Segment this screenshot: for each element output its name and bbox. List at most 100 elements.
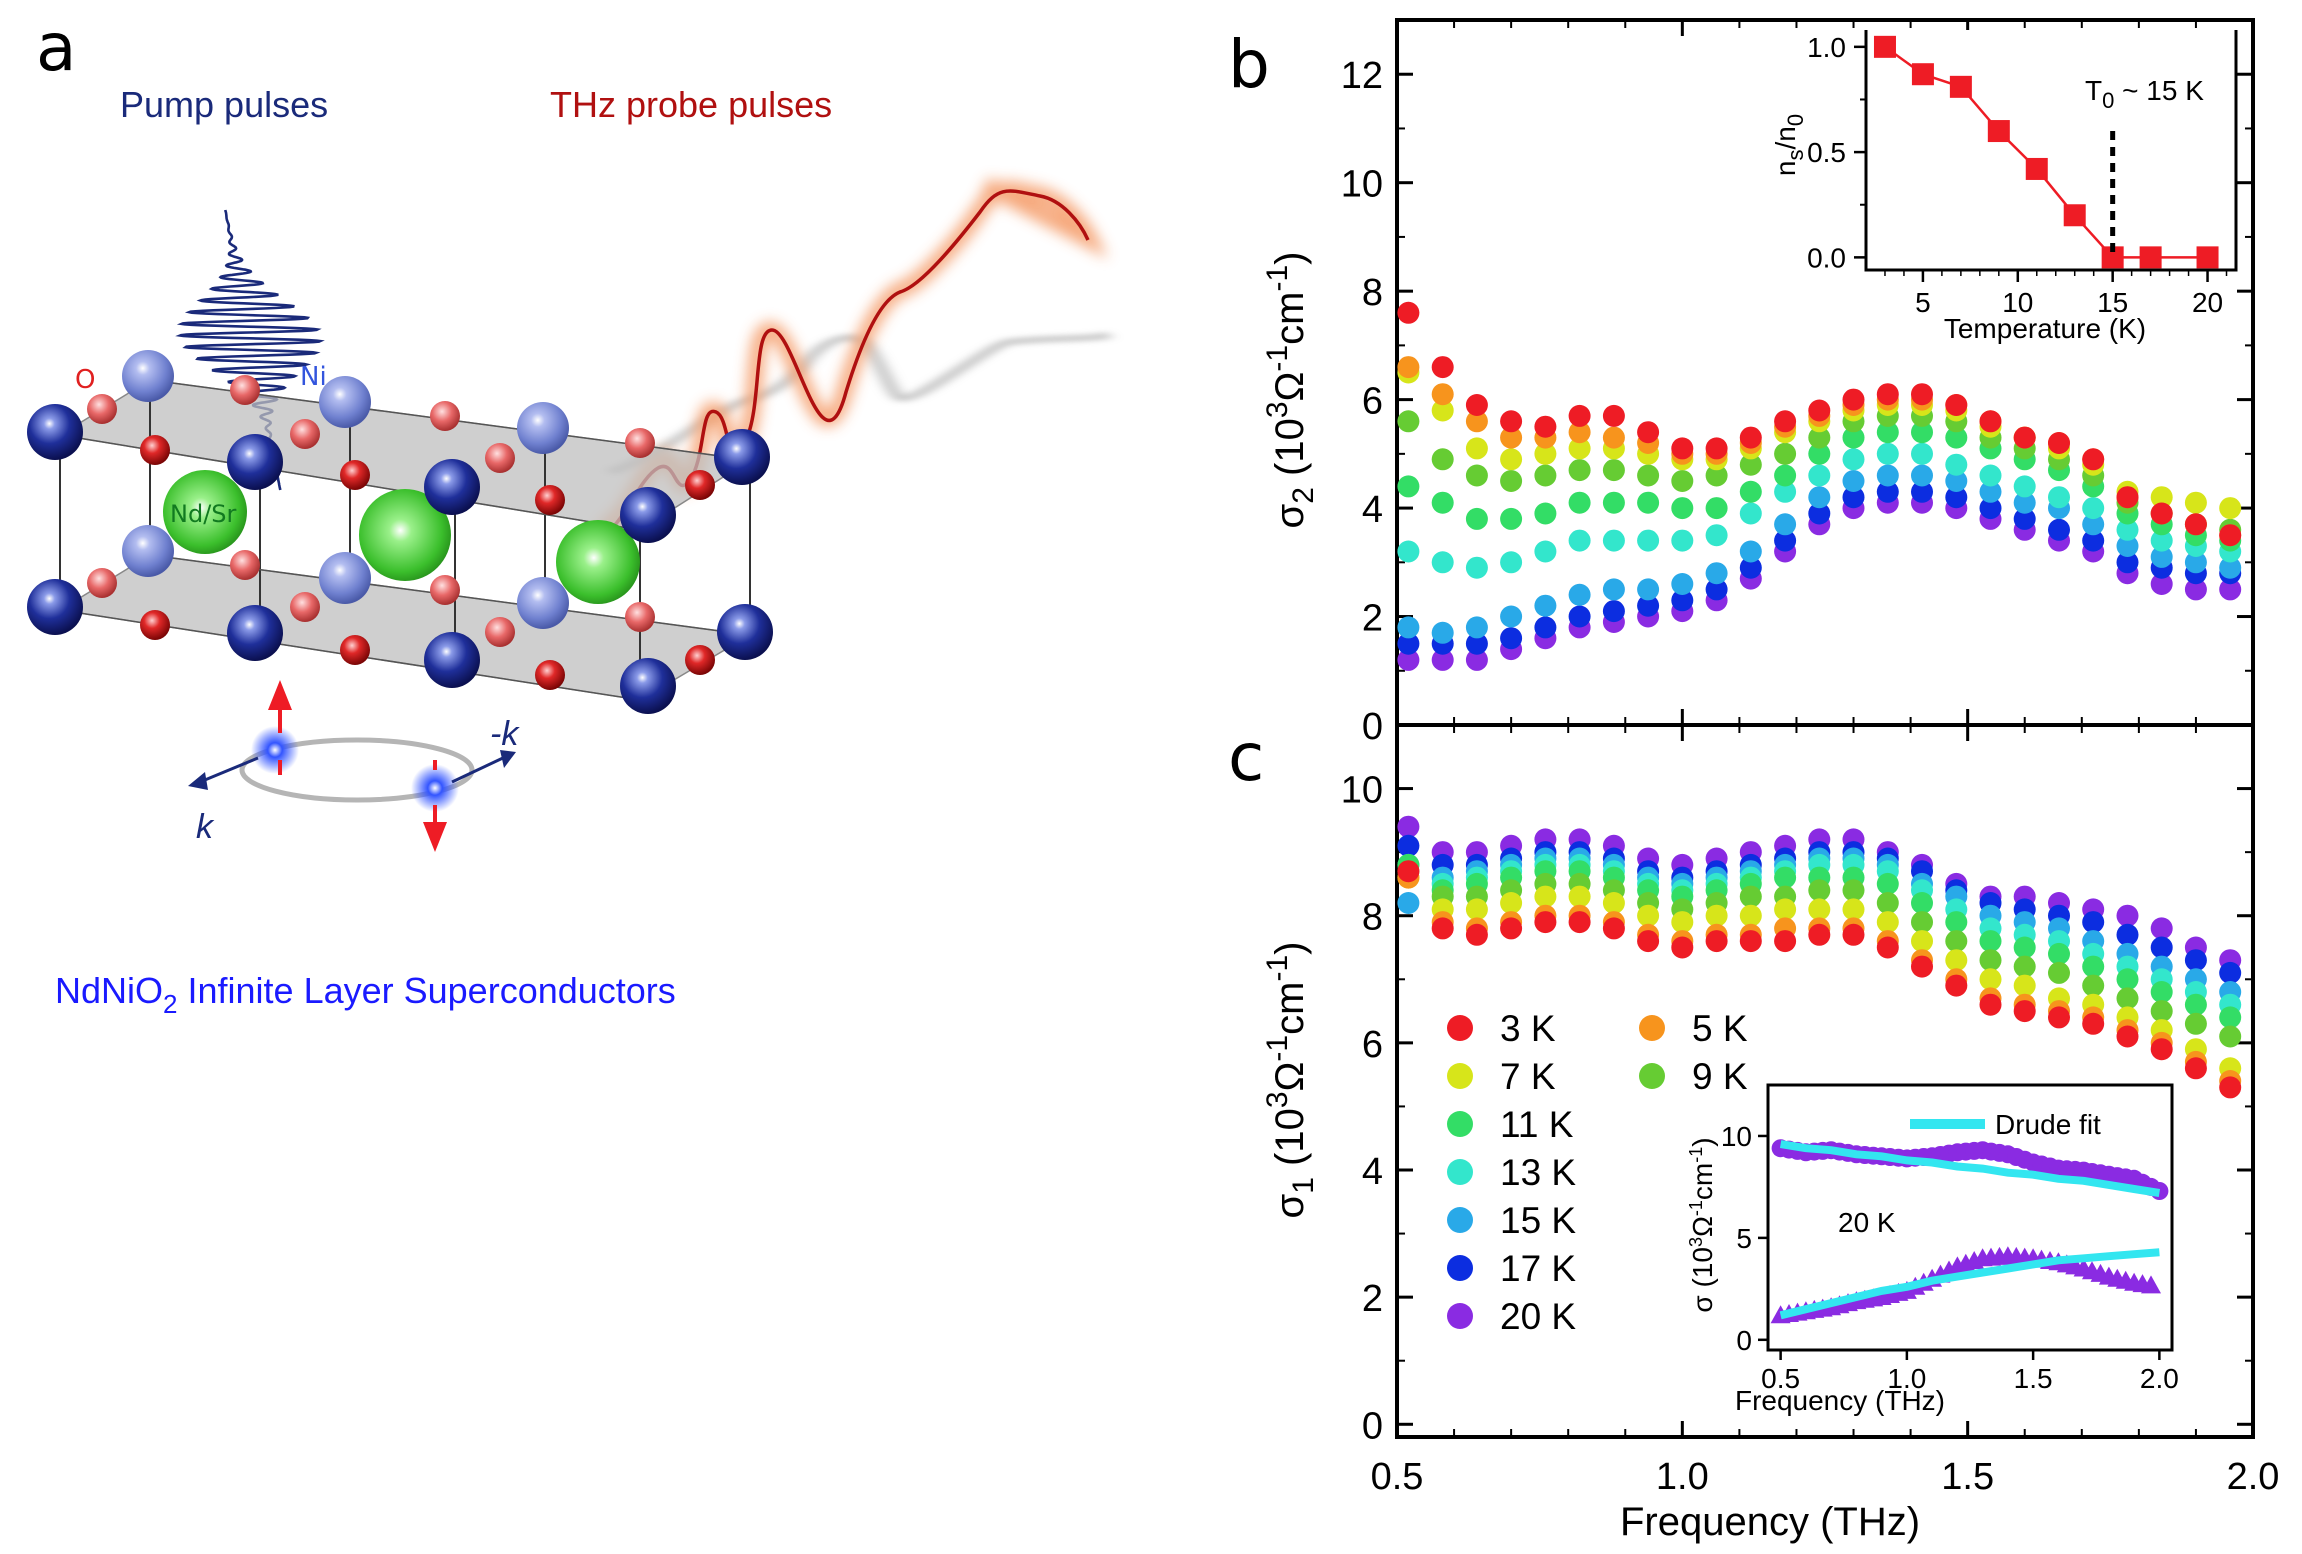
data-point-15k xyxy=(1397,892,1420,914)
data-point-9k xyxy=(2219,1025,2242,1048)
panel-c-inset: 0 5 10 0.5 1.0 1.5 2.0 Frequency (THz) σ (103Ω… xyxy=(1686,1083,2179,1416)
data-point-3k xyxy=(1705,437,1728,460)
legend-swatch xyxy=(1447,1111,1473,1137)
y-tick-label: 2 xyxy=(1362,1278,1383,1320)
data-point-15k xyxy=(2013,491,2036,514)
y-tick-label: 10 xyxy=(1341,164,1383,206)
legend-swatch xyxy=(1639,1063,1665,1089)
data-point-3k xyxy=(1842,923,1865,946)
data-point-7k xyxy=(1911,930,1933,953)
nd-sr-atom xyxy=(163,470,247,554)
ni-atom-label: Ni xyxy=(300,362,327,392)
data-point-17k xyxy=(1774,529,1797,552)
data-point-13k xyxy=(1465,556,1488,579)
data-point-15k xyxy=(1465,616,1488,639)
inset-b-x-tick-label: 10 xyxy=(2002,287,2033,318)
inset-b-y-tick-label: 1.0 xyxy=(1807,32,1846,63)
inset-b-axes-frame xyxy=(1864,30,2238,272)
data-point-13k xyxy=(1808,464,1831,487)
data-point-17k xyxy=(1842,486,1865,509)
data-point-5k xyxy=(1465,410,1488,433)
data-point-11k xyxy=(1945,426,1968,449)
data-point-3k xyxy=(2219,524,2242,547)
y-tick-label: 4 xyxy=(1362,1151,1383,1193)
data-point-17k xyxy=(2013,507,2036,530)
legend-label: 7 K xyxy=(1500,1056,1556,1097)
data-point-3k xyxy=(1637,930,1660,953)
data-point-11k xyxy=(1945,911,1968,934)
data-point-9k xyxy=(1431,448,1454,471)
inset-b-marker xyxy=(1949,75,1972,98)
data-point-9k xyxy=(2184,1012,2207,1035)
panel-b-chart: b 0 2 4 6 8 10 12 σ2 (103Ω-1cm-1) 0.0 0.5 1.0 5 10… xyxy=(1228,18,2255,748)
data-point-3k xyxy=(1911,955,1933,978)
data-point-11k xyxy=(2150,981,2173,1003)
data-point-13k xyxy=(2082,497,2105,520)
y-tick-label: 2 xyxy=(1362,598,1383,640)
data-point-17k xyxy=(2082,911,2105,934)
y-tick-label: 8 xyxy=(1362,897,1383,939)
data-point-11k xyxy=(1671,497,1694,520)
data-point-20k xyxy=(2150,573,2173,595)
data-point-15k xyxy=(1500,605,1523,628)
data-point-11k xyxy=(1500,507,1523,530)
data-point-13k xyxy=(1431,551,1454,574)
data-point-15k xyxy=(2116,535,2139,557)
data-point-11k xyxy=(2048,942,2070,965)
data-point-3k xyxy=(1739,930,1762,953)
data-point-7k xyxy=(2184,491,2207,514)
data-point-17k xyxy=(1911,480,1933,503)
data-point-11k xyxy=(2082,955,2105,978)
data-point-15k xyxy=(1431,621,1454,644)
data-point-11k xyxy=(1602,491,1625,514)
data-point-11k xyxy=(1431,491,1454,514)
data-point-3k xyxy=(1671,936,1694,959)
legend-label: 3 K xyxy=(1500,1008,1556,1049)
data-point-7k xyxy=(2219,497,2242,520)
inset-c-x-tick-label: 2.0 xyxy=(2140,1363,2179,1394)
data-point-9k xyxy=(1945,930,1968,953)
data-point-13k xyxy=(1911,442,1933,465)
data-point-3k xyxy=(1602,404,1625,427)
data-point-15k xyxy=(1637,578,1660,601)
data-point-11k xyxy=(1465,507,1488,530)
data-point-17k xyxy=(1979,497,2002,520)
data-point-9k xyxy=(1739,453,1762,476)
data-point-3k xyxy=(1671,437,1694,460)
data-point-17k xyxy=(1534,616,1557,639)
panel-b-axes: 0 2 4 6 8 10 12 xyxy=(1341,19,2255,748)
data-point-17k xyxy=(2048,518,2070,541)
y-tick-label: 12 xyxy=(1341,55,1383,97)
panel-a: a Pump pulses THz probe pulses xyxy=(27,9,1114,1019)
data-point-3k xyxy=(1500,917,1523,940)
panel-b-data xyxy=(1397,301,2242,671)
data-point-13k xyxy=(1602,529,1625,552)
data-point-3k xyxy=(1500,410,1523,433)
data-point-3k xyxy=(1876,383,1899,406)
data-point-3k xyxy=(1465,923,1488,946)
data-point-3k xyxy=(2219,1076,2242,1099)
data-point-5k xyxy=(1568,421,1591,444)
data-point-13k xyxy=(1500,551,1523,574)
legend-swatch xyxy=(1447,1159,1473,1185)
inset-c-ylabel: σ (103Ω-1cm-1) xyxy=(1686,1137,1718,1312)
data-point-3k xyxy=(1808,399,1831,422)
data-point-3k xyxy=(2082,1012,2105,1035)
data-point-3k xyxy=(1637,421,1660,444)
data-point-20k xyxy=(2150,917,2173,940)
data-point-7k xyxy=(1534,442,1557,465)
inset-b-marker xyxy=(2101,246,2124,269)
data-point-9k xyxy=(1808,426,1831,449)
data-point-13k xyxy=(1842,448,1865,471)
data-point-15k xyxy=(1911,464,1933,487)
data-point-11k xyxy=(1979,930,2002,953)
data-point-3k xyxy=(1534,415,1557,438)
data-point-7k xyxy=(1945,949,1968,972)
y-tick-label: 0 xyxy=(1362,706,1383,748)
data-point-20k xyxy=(1397,815,1420,838)
panel-c-xlabel: Frequency (THz) xyxy=(1620,1500,1920,1544)
data-point-11k xyxy=(2116,968,2139,991)
panel-c-label: c xyxy=(1228,719,1264,796)
data-point-7k xyxy=(1534,885,1557,908)
data-point-3k xyxy=(2013,426,2036,449)
